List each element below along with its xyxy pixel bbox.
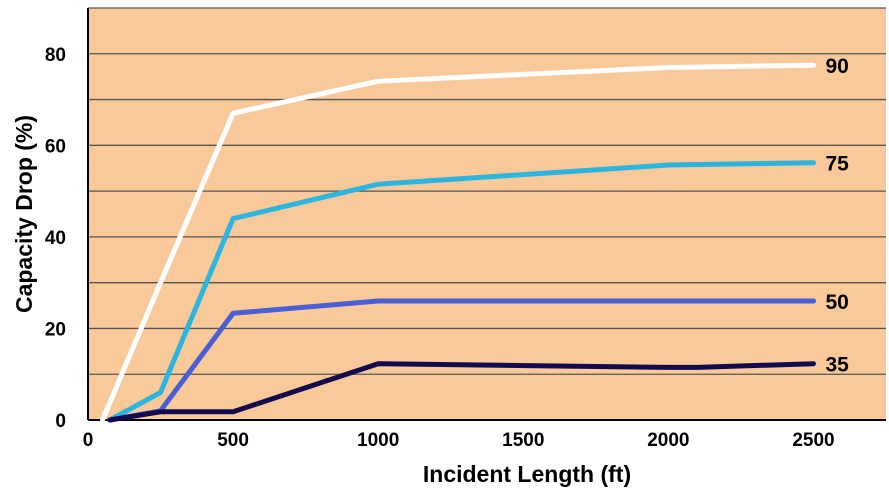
series-label-90: 90 bbox=[825, 55, 848, 78]
y-tick-label: 80 bbox=[45, 45, 66, 66]
x-tick-label: 1500 bbox=[502, 430, 544, 451]
y-axis-label: Capacity Drop (%) bbox=[11, 115, 37, 313]
series-label-50: 50 bbox=[825, 291, 848, 314]
x-tick-label: 500 bbox=[217, 430, 249, 451]
x-tick-label: 1000 bbox=[357, 430, 399, 451]
y-tick-label: 20 bbox=[45, 319, 66, 340]
x-tick-label: 0 bbox=[83, 430, 94, 451]
tick-labels: 0 500 1000 1500 2000 2500 0 20 40 60 80 bbox=[45, 45, 835, 451]
y-tick-label: 40 bbox=[45, 228, 66, 249]
series-lines bbox=[100, 62, 816, 423]
plot-background bbox=[88, 8, 886, 420]
series-label-35: 35 bbox=[825, 354, 849, 377]
series-line-35 bbox=[107, 361, 816, 423]
x-tick-label: 2000 bbox=[647, 430, 689, 451]
series-line-90 bbox=[100, 62, 816, 423]
axes bbox=[87, 8, 886, 421]
series-line-75 bbox=[107, 160, 816, 423]
x-tick-label: 2500 bbox=[792, 430, 834, 451]
y-tick-label: 60 bbox=[45, 136, 66, 157]
series-label-75: 75 bbox=[825, 153, 849, 176]
series-labels: 90 75 50 35 bbox=[825, 55, 849, 376]
y-tick-label: 0 bbox=[55, 411, 66, 432]
x-axis-label: Incident Length (ft) bbox=[423, 461, 631, 487]
